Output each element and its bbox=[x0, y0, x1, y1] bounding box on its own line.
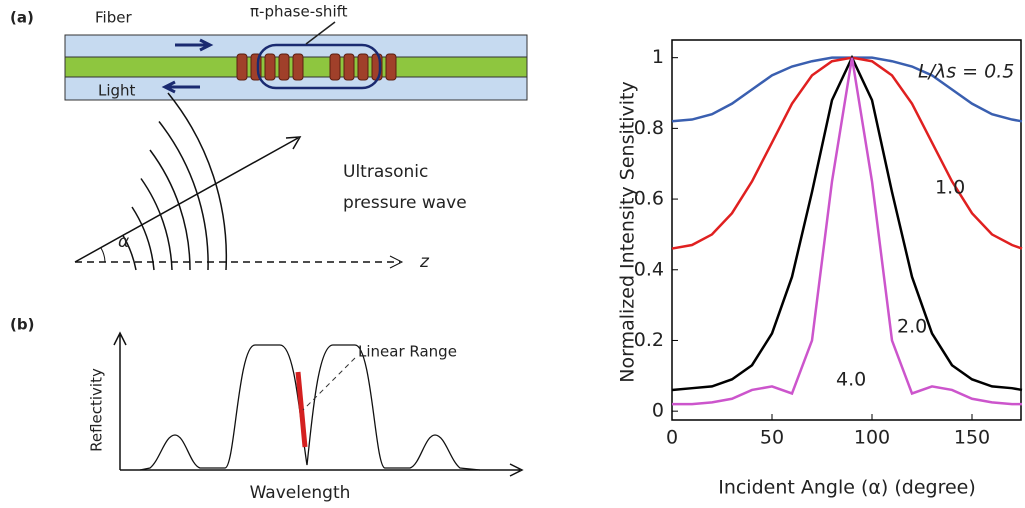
label: pressure wave bbox=[343, 193, 467, 213]
y-tick-label: 0.4 bbox=[634, 258, 664, 280]
wave-front bbox=[140, 178, 173, 271]
spectrum bbox=[139, 344, 481, 471]
y-tick-label: 0.2 bbox=[634, 329, 664, 351]
angle-arc bbox=[100, 247, 106, 263]
label: Light bbox=[98, 82, 136, 100]
x-tick-label: 0 bbox=[666, 427, 678, 449]
label: Fiber bbox=[95, 9, 132, 27]
linear-range bbox=[295, 371, 308, 448]
wave-front bbox=[149, 149, 191, 271]
wave-front bbox=[131, 206, 155, 271]
y-axis-label: Normalized Intensity Sensitivity bbox=[617, 81, 639, 382]
series-label: 1.0 bbox=[935, 177, 965, 199]
series-label: 4.0 bbox=[836, 369, 866, 391]
label: Ultrasonic bbox=[343, 162, 428, 182]
y-tick-label: 0 bbox=[652, 400, 664, 422]
label: α bbox=[118, 232, 129, 252]
waves bbox=[122, 92, 228, 271]
arrow bbox=[161, 80, 200, 94]
panel-label: (a) bbox=[10, 9, 34, 27]
label: z bbox=[419, 252, 430, 272]
loop bbox=[256, 43, 382, 90]
series-line bbox=[672, 57, 1022, 406]
label: Linear Range bbox=[358, 343, 457, 361]
x-axis bbox=[120, 463, 524, 477]
pointer bbox=[302, 357, 356, 411]
x-tick-label: 150 bbox=[954, 427, 990, 449]
label: π-phase-shift bbox=[250, 3, 348, 21]
series-label: L/λs = 0.5 bbox=[918, 61, 1014, 83]
wave-front bbox=[122, 235, 137, 271]
panel-label: (b) bbox=[10, 316, 34, 334]
x-tick-label: 100 bbox=[854, 427, 890, 449]
y-tick-label: 0.6 bbox=[634, 188, 664, 210]
y-tick-label: 0.8 bbox=[634, 117, 664, 139]
chart: 0 0.2 0.4 0.6 0.8 1 0 50 100 150 Incident Angle (α… bbox=[617, 39, 1023, 499]
propagation-arrow bbox=[74, 136, 302, 263]
diagram: (a) Fiber π-phase-shift Light z α Ultras… bbox=[10, 3, 528, 503]
x-axis-label: Incident Angle (α) (degree) bbox=[718, 477, 976, 499]
y-tick-label: 1 bbox=[652, 46, 664, 68]
axis-label: Wavelength bbox=[250, 483, 351, 503]
x-tick-label: 50 bbox=[760, 427, 784, 449]
arrow bbox=[175, 38, 214, 52]
wave-front bbox=[158, 121, 209, 271]
plot-frame bbox=[671, 39, 1022, 421]
pointer bbox=[305, 21, 336, 45]
y-axis bbox=[113, 331, 127, 470]
series-label: 2.0 bbox=[897, 316, 927, 338]
axis-label: Reflectivity bbox=[88, 368, 106, 452]
wave-front bbox=[167, 92, 228, 271]
arrow bbox=[389, 255, 404, 269]
